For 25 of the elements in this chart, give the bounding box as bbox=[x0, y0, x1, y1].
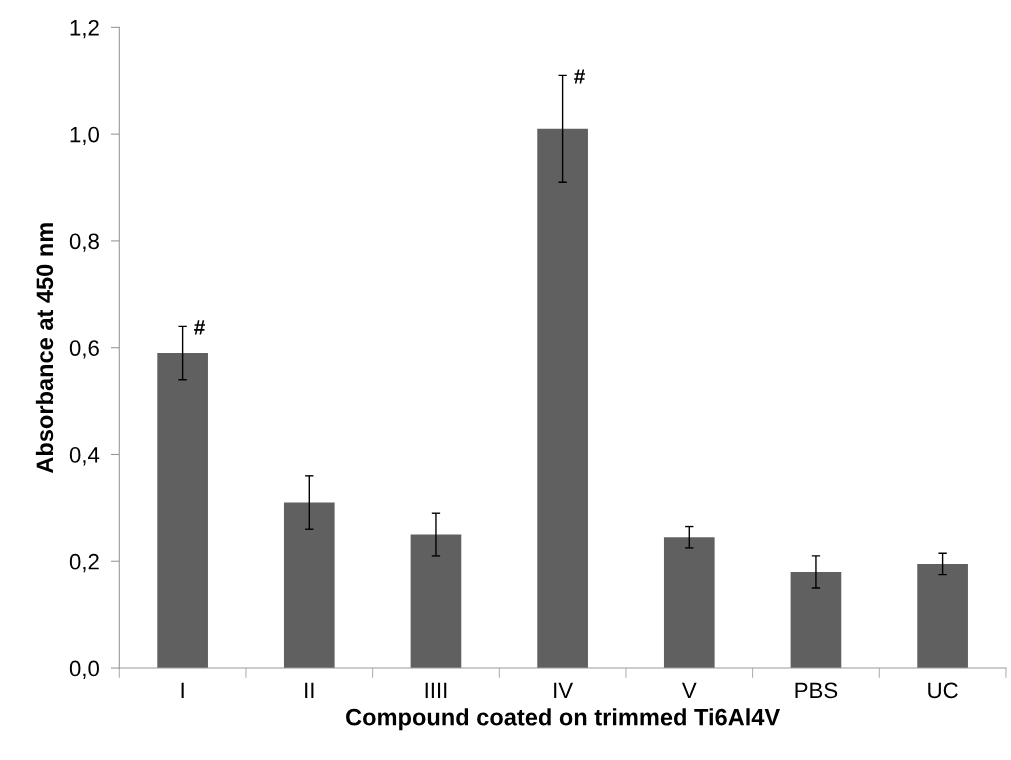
x-tick-label: I bbox=[181, 682, 184, 699]
bar bbox=[917, 563, 968, 669]
x-tick-label: IV bbox=[554, 682, 574, 699]
y-tick-label: 0,6 bbox=[69, 340, 99, 359]
x-tick-label: PBS bbox=[795, 682, 838, 699]
x-tick-label: II bbox=[305, 682, 314, 699]
y-tick-label: 1,2 bbox=[70, 19, 99, 39]
y-tick-label: 0,0 bbox=[69, 660, 99, 679]
bar bbox=[157, 353, 208, 669]
x-tick-label: IIII bbox=[425, 682, 447, 699]
bar bbox=[663, 537, 715, 669]
bar bbox=[410, 534, 462, 669]
x-tick-label: V bbox=[681, 682, 697, 699]
x-axis-title: Compound coated on trimmed Ti6Al4V bbox=[346, 708, 781, 731]
y-tick-label: 0,4 bbox=[69, 447, 100, 466]
bar bbox=[537, 128, 588, 669]
annotation: # bbox=[194, 320, 205, 335]
y-tick-label: 0,2 bbox=[69, 553, 99, 573]
bar bbox=[790, 571, 842, 669]
y-tick-label: 0,8 bbox=[69, 233, 99, 252]
x-tick-label: UC bbox=[928, 682, 958, 699]
y-tick-label: 1,0 bbox=[70, 126, 99, 146]
annotation: # bbox=[574, 69, 585, 84]
bar bbox=[283, 502, 335, 669]
y-axis-title: Absorbance at 450 nm bbox=[35, 223, 54, 474]
